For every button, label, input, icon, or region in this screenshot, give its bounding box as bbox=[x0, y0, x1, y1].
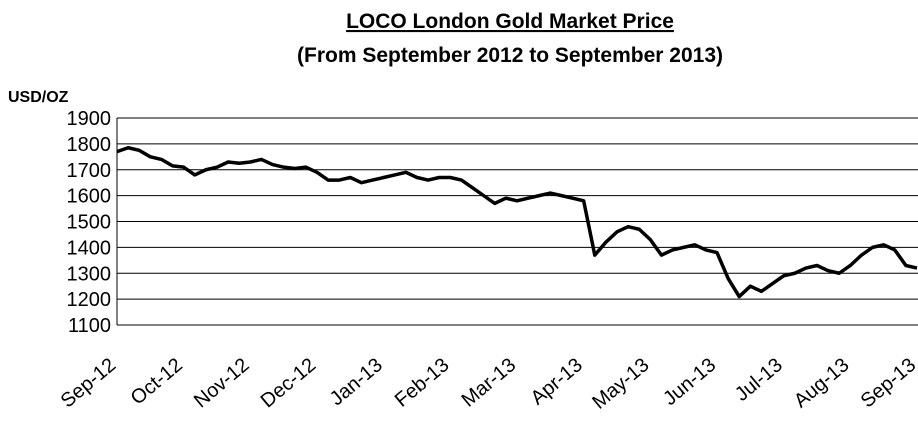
y-tick-label: 1200 bbox=[67, 289, 112, 311]
x-tick-label: Apr-13 bbox=[527, 354, 587, 409]
y-tick-label: 1800 bbox=[67, 134, 112, 156]
y-tick-label: 1900 bbox=[67, 108, 112, 130]
x-tick-label: Jan-13 bbox=[326, 354, 387, 410]
x-tick-label: Jul-13 bbox=[731, 354, 787, 406]
x-tick-label: Aug-13 bbox=[790, 354, 854, 412]
price-line bbox=[116, 146, 918, 299]
x-tick-label: Sep-12 bbox=[57, 354, 121, 412]
y-tick-label: 1100 bbox=[68, 315, 111, 337]
x-tick-label: Mar-13 bbox=[458, 354, 521, 412]
x-tick-label: Sep-13 bbox=[857, 354, 918, 412]
x-tick-label: Feb-13 bbox=[391, 354, 454, 412]
y-axis-label: USD/OZ bbox=[8, 89, 69, 106]
x-tick-label: Oct-12 bbox=[127, 354, 187, 409]
y-tick-label: 1500 bbox=[67, 212, 112, 234]
x-tick-label: Dec-12 bbox=[257, 354, 321, 412]
y-tick-label: 1600 bbox=[67, 186, 112, 208]
x-tick-label: May-13 bbox=[588, 354, 653, 414]
chart-title: LOCO London Gold Market Price bbox=[346, 10, 674, 33]
x-tick-label: Jun-13 bbox=[659, 354, 720, 410]
y-tick-label: 1700 bbox=[67, 160, 112, 182]
x-tick-label: Nov-12 bbox=[190, 354, 254, 412]
chart-subtitle: (From September 2012 to September 2013) bbox=[297, 44, 723, 67]
y-tick-label: 1300 bbox=[67, 263, 112, 285]
y-tick-label: 1400 bbox=[67, 237, 112, 259]
